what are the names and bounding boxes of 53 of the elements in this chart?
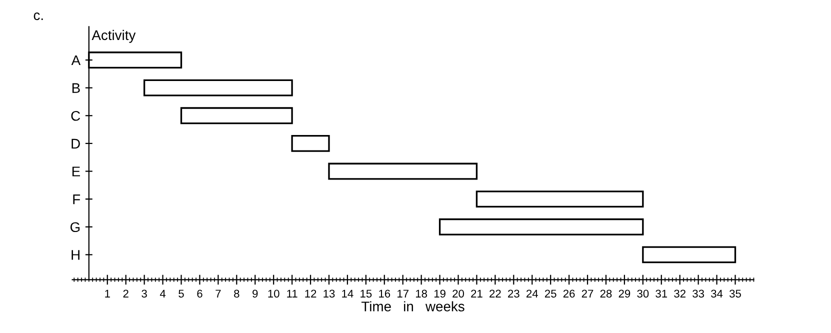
x-tick-label: 17 [398,290,408,298]
x-tick-label: 30 [637,290,649,298]
x-tick-label: 9 [252,290,258,298]
x-tick-label: 19 [434,290,446,298]
x-tick-label: 3 [142,290,147,298]
x-tick-label: 2 [123,290,128,298]
x-tick-label: 25 [544,290,556,298]
x-tick-label: 18 [416,290,428,298]
x-tick-label: 22 [490,290,501,298]
bar [438,218,644,236]
x-tick-label: 35 [729,290,741,298]
x-tick-label: 24 [526,290,538,298]
x-tick-label: 31 [656,290,668,298]
y-tick-label: B [72,83,80,93]
x-tick-label: 33 [692,290,704,298]
x-tick-label: 7 [216,290,221,298]
x-tick-label: 32 [674,290,686,298]
x-tick-label: 34 [711,290,723,298]
x-tick-label: 14 [342,290,354,298]
x-tick-label: 26 [563,290,575,298]
bar [180,107,293,124]
y-tick-label: E [72,166,80,176]
x-tick-label: 6 [197,290,202,298]
x-tick-label: 20 [452,290,464,298]
x-tick-label: 11 [287,290,298,298]
y-tick-label: D [72,138,80,148]
x-tick-label: 28 [600,290,612,298]
bar [642,246,736,264]
bar [143,79,293,96]
x-tick-label: 4 [160,290,166,298]
x-tick-label: 16 [379,290,390,298]
x-tick-label: 5 [178,290,184,298]
bar [291,134,330,152]
y-tick-label: A [71,55,81,66]
x-tick-label: 8 [234,290,240,298]
y-tick-label: G [70,222,80,232]
x-tick-label: 21 [471,290,482,298]
x-tick-label: 1 [105,290,110,298]
y-tick-label: H [72,250,80,260]
bar [476,190,644,208]
x-tick-label: 13 [324,290,335,298]
x-tick-label: 23 [508,290,520,298]
y-tick-label: C [71,110,80,121]
bar [328,162,478,180]
x-tick-label: 12 [305,290,316,298]
x-tick-label: 27 [582,290,594,298]
y-axis-title: Activity [92,30,136,43]
x-axis-title: Time in weeks [361,301,464,312]
x-tick-label: 15 [360,290,372,298]
x-tick-label: 10 [268,290,280,298]
y-tick-label: F [73,194,80,204]
text: c. [34,12,43,20]
x-tick-label: 29 [618,290,630,298]
